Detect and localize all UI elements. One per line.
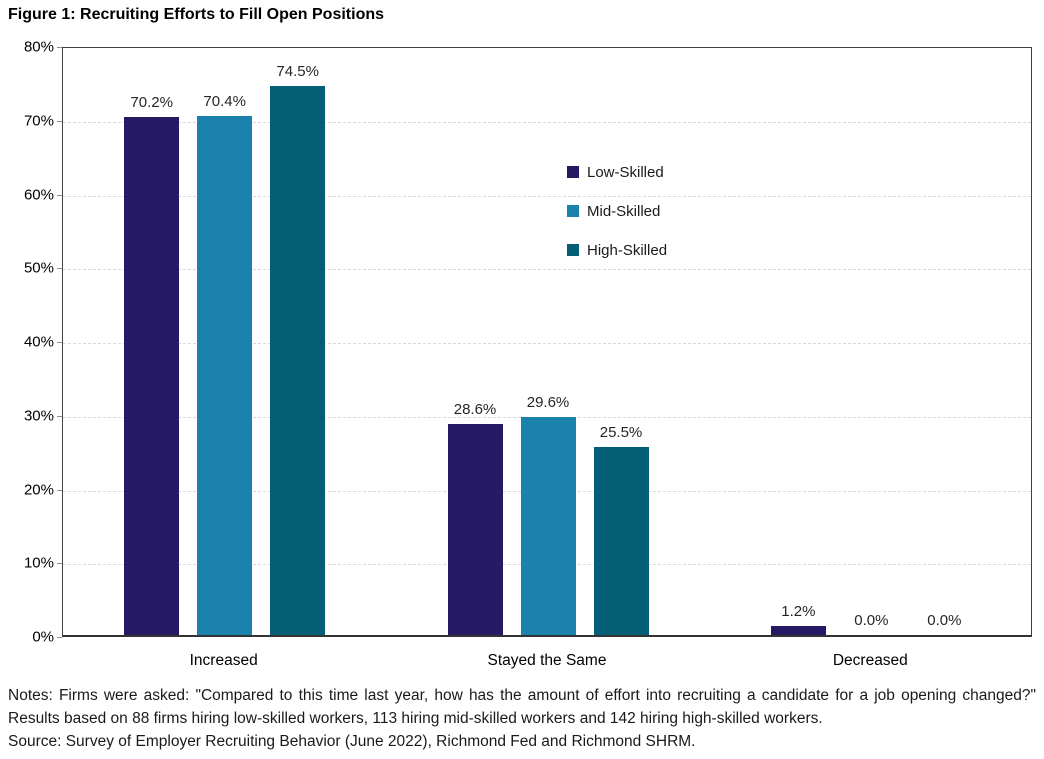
legend-label: Mid-Skilled <box>587 202 661 220</box>
bar-value-label: 1.2% <box>781 603 816 621</box>
gridline-50 <box>63 269 1031 271</box>
y-tick-mark-0 <box>57 637 62 638</box>
notes-text: Notes: Firms were asked: "Compared to th… <box>8 687 1036 727</box>
bar-value-label: 29.6% <box>526 393 570 411</box>
plot-area: 70.2% 70.4% 74.5% 28.6% 29.6% 25.5% 1.2% 0.0% 0.… <box>62 47 1032 637</box>
bar-mid-skilled-stayed-the-same <box>520 416 576 635</box>
y-tick-label-80: 80% <box>23 38 54 56</box>
y-tick-label-0: 0% <box>32 628 54 646</box>
bar-low-skilled-increased <box>124 117 180 635</box>
y-tick-label-40: 40% <box>23 333 54 351</box>
bar-low-skilled-decreased <box>770 626 826 635</box>
legend-label: Low-Skilled <box>587 163 664 181</box>
bar-low-skilled-stayed-the-same <box>447 424 503 635</box>
legend-swatch-icon <box>567 205 579 217</box>
bar-high-skilled-increased <box>270 85 326 635</box>
y-tick-label-50: 50% <box>23 259 54 277</box>
y-tick-mark-60 <box>57 194 62 196</box>
bar-value-label: 70.4% <box>203 92 246 110</box>
y-tick-label-60: 60% <box>23 186 54 203</box>
legend-item-mid-skilled: Mid-Skilled <box>567 201 667 221</box>
legend-item-high-skilled: High-Skilled <box>567 240 667 260</box>
y-tick-mark-20 <box>57 489 62 491</box>
bar-value-label: 70.2% <box>130 94 173 112</box>
legend-swatch-icon <box>567 166 579 178</box>
y-tick-mark-80 <box>57 47 62 48</box>
y-tick-mark-40 <box>57 342 62 343</box>
bar-value-label: 0.0% <box>854 612 889 629</box>
y-tick-mark-50 <box>57 268 62 270</box>
y-tick-label-20: 20% <box>23 481 54 498</box>
y-tick-label-70: 70% <box>23 112 54 130</box>
y-tick-label-10: 10% <box>23 554 54 572</box>
bar-value-label: 28.6% <box>453 401 497 419</box>
source-text: Source: Survey of Employer Recruiting Be… <box>8 733 696 750</box>
legend-item-low-skilled: Low-Skilled <box>567 162 667 182</box>
figure-title: Figure 1: Recruiting Efforts to Fill Ope… <box>8 6 385 23</box>
legend-label: High-Skilled <box>587 241 668 259</box>
bar-value-label: 0.0% <box>927 612 962 629</box>
bar-value-label: 74.5% <box>276 62 319 80</box>
gridline-60 <box>63 195 1031 197</box>
legend-swatch-icon <box>567 244 579 256</box>
gridline-40 <box>63 343 1031 344</box>
y-tick-mark-10 <box>57 563 62 565</box>
bar-mid-skilled-increased <box>197 115 253 635</box>
x-category-label-decreased: Decreased <box>832 652 908 669</box>
bar-value-label: 25.5% <box>599 423 643 441</box>
legend: Low-Skilled Mid-Skilled High-Skilled <box>567 162 667 279</box>
y-tick-label-30: 30% <box>23 407 54 425</box>
gridline-70 <box>63 121 1031 123</box>
bar-high-skilled-stayed-the-same <box>593 446 649 635</box>
y-tick-mark-30 <box>57 415 62 417</box>
x-category-label-stayed-the-same: Stayed the Same <box>487 652 607 669</box>
x-category-label-increased: Increased <box>189 652 258 669</box>
notes: Notes: Firms were asked: "Compared to th… <box>8 684 1036 753</box>
y-tick-mark-70 <box>57 120 62 122</box>
